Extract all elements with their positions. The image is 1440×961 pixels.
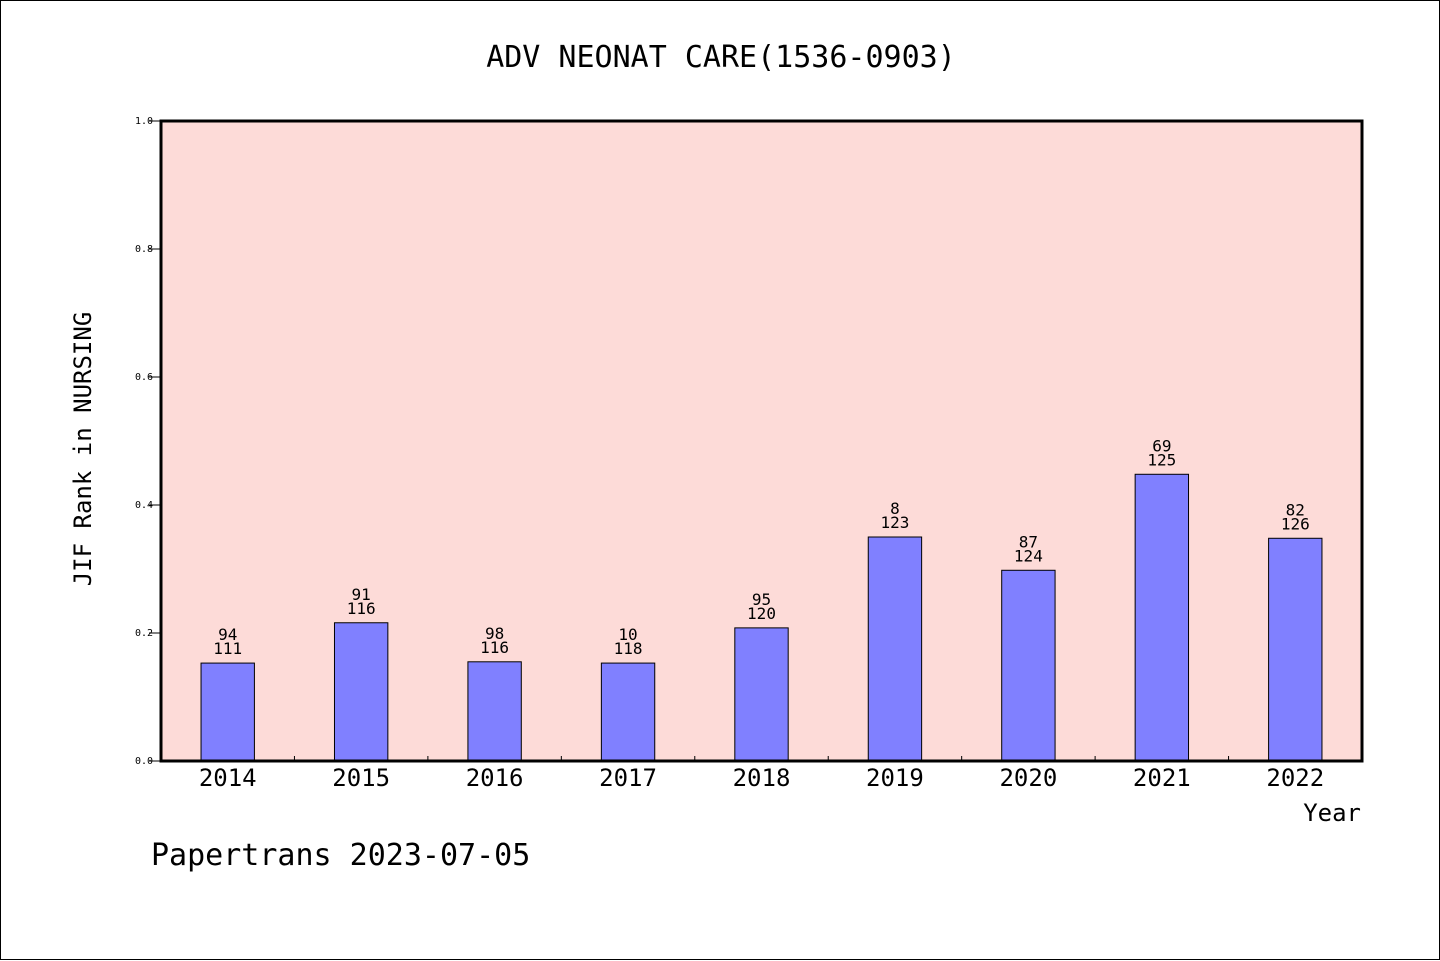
x-tick-label-2017: 2017	[599, 764, 657, 792]
x-tick-label-2015: 2015	[332, 764, 390, 792]
y-tick-label: 1.0	[135, 116, 153, 127]
bar-2021	[1134, 473, 1190, 762]
bar-rank-label-2015: 91	[352, 585, 371, 604]
bar-2022	[1268, 537, 1323, 762]
bar-2014	[200, 662, 255, 762]
bar-2020	[1001, 569, 1056, 762]
x-tick-label-2022: 2022	[1266, 764, 1324, 792]
y-tick-label: 0.8	[135, 244, 153, 255]
footer-text: Papertrans 2023-07-05	[151, 838, 530, 873]
bar-rank-label-2021: 69	[1152, 436, 1171, 455]
bar-rank-label-2019: 8	[890, 499, 900, 518]
x-tick-label-2018: 2018	[733, 764, 791, 792]
x-tick-label-2021: 2021	[1133, 764, 1191, 792]
bar-total-label-2014: 111	[213, 639, 242, 658]
bar-2018	[734, 627, 789, 762]
bar-total-label-2018: 120	[747, 604, 776, 623]
y-axis-ticks: 0.0 0.2 0.4 0.6 0.8 1.0	[135, 116, 161, 767]
y-tick-label: 0.0	[135, 756, 153, 767]
x-axis-ticks: 2014 2015 2016 2017 2018 2019 2020 2021 2022	[199, 756, 1324, 792]
x-tick-label-2014: 2014	[199, 764, 257, 792]
plot-border	[159, 119, 1364, 763]
bar-total-label-2020: 124	[1014, 546, 1043, 565]
bar-total-label-2016: 116	[480, 638, 509, 657]
bar-labels-group: 9411191116981161011895120812387124691258…	[213, 436, 1309, 658]
bar-rank-label-2022: 82	[1286, 500, 1305, 519]
bars-group	[200, 473, 1323, 762]
bar-2019	[867, 536, 923, 762]
bar-2015	[333, 622, 389, 762]
x-tick-label-2016: 2016	[466, 764, 524, 792]
bar-total-label-2019: 123	[880, 513, 909, 532]
bar-total-label-2022: 126	[1281, 514, 1310, 533]
x-tick-label-2019: 2019	[866, 764, 924, 792]
x-tick-label-2020: 2020	[999, 764, 1057, 792]
bar-rank-label-2017: 10	[618, 625, 637, 644]
bar-rank-label-2016: 98	[485, 624, 504, 643]
y-tick-label: 0.2	[135, 628, 153, 639]
chart-title: ADV NEONAT CARE(1536-0903)	[486, 40, 956, 75]
bar-2016	[467, 661, 522, 762]
bar-2017	[600, 662, 656, 762]
y-axis-label: JIF Rank in NURSING	[69, 312, 97, 587]
bar-rank-label-2020: 87	[1019, 532, 1038, 551]
x-axis-label: Year	[1303, 799, 1361, 827]
bar-rank-label-2018: 95	[752, 590, 771, 609]
bar-total-label-2017: 118	[614, 639, 643, 658]
y-tick-label: 0.6	[135, 372, 153, 383]
bar-rank-label-2014: 94	[218, 625, 237, 644]
bar-total-label-2021: 125	[1147, 450, 1176, 469]
bar-total-label-2015: 116	[347, 599, 376, 618]
y-tick-label: 0.4	[135, 500, 153, 511]
